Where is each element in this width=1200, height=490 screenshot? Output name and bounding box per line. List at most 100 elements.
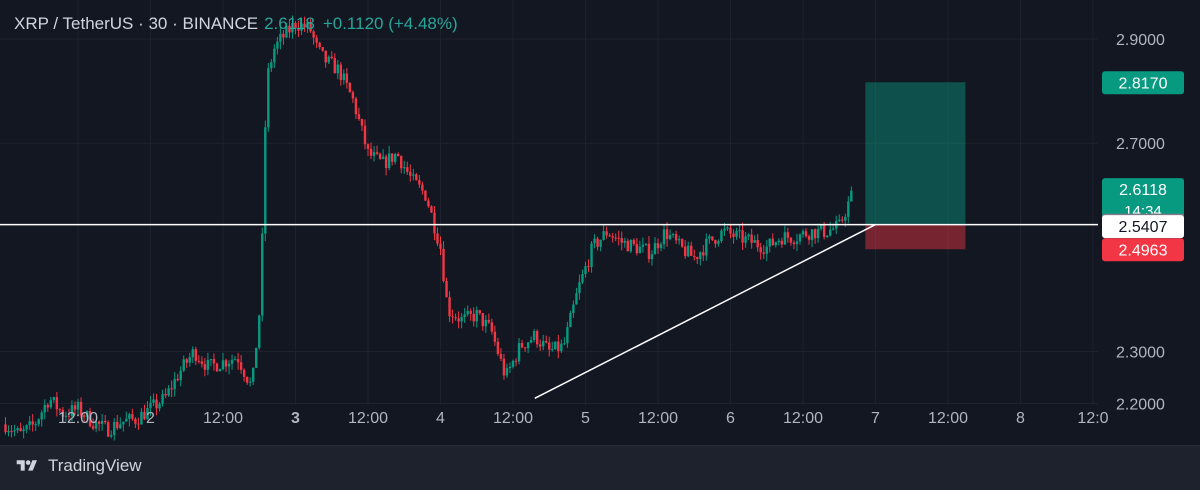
candle-body <box>629 240 633 252</box>
candle-body <box>783 232 787 245</box>
brand-name: TradingView <box>48 456 142 475</box>
candle-body <box>735 230 738 237</box>
candle-body <box>7 431 10 433</box>
candle-body <box>137 423 140 425</box>
candle-body <box>490 322 494 332</box>
candle-body <box>197 360 201 362</box>
candle-body <box>227 363 231 367</box>
candle-body <box>363 125 367 145</box>
candle-body <box>427 200 430 207</box>
candle-body <box>315 37 318 43</box>
candle-body <box>357 114 361 120</box>
candle-body <box>28 421 31 426</box>
candle-body <box>496 341 500 354</box>
position-stop-zone[interactable] <box>865 224 966 250</box>
candle-body <box>668 235 672 240</box>
candle-body <box>73 405 77 410</box>
candle-body <box>626 240 629 252</box>
chart-canvas[interactable]: 2.20002.30002.70002.90002.81702.611814:3… <box>0 0 1200 445</box>
candle-body <box>680 239 684 247</box>
candle-body <box>792 242 796 245</box>
candle-body <box>140 411 143 425</box>
candle-body <box>34 424 37 426</box>
candle-body <box>457 318 460 322</box>
candle-body <box>487 319 491 323</box>
candle-body <box>665 229 669 240</box>
candle-body <box>164 394 167 396</box>
y-axis-tick-label: 2.2000 <box>1116 397 1165 414</box>
candle-body <box>656 243 660 249</box>
candle-body <box>421 184 424 191</box>
candle-body <box>366 144 370 149</box>
price-label-tag <box>1102 238 1184 262</box>
candle-body <box>433 212 436 234</box>
x-axis-tick-label: 12:00 <box>493 410 533 427</box>
candle-body <box>110 435 113 437</box>
candle-body <box>451 316 454 318</box>
candle-body <box>125 418 128 422</box>
brand[interactable]: TradingView <box>14 456 142 476</box>
candle-body <box>535 330 539 345</box>
candle-body <box>741 230 744 243</box>
candle-body <box>279 33 282 42</box>
candle-body <box>384 156 388 169</box>
candle-body <box>303 23 306 28</box>
candle-body <box>403 167 406 169</box>
y-axis-tick-label: 2.7000 <box>1116 136 1165 153</box>
price-label-tag <box>1102 71 1184 95</box>
candle-body <box>49 400 53 408</box>
candle-body <box>412 174 415 176</box>
candle-body <box>632 240 636 244</box>
candle-body <box>798 234 802 242</box>
candle-body <box>460 317 463 322</box>
candle-body <box>448 297 451 317</box>
candle-body <box>454 317 457 319</box>
candle-body <box>593 238 596 244</box>
candle-body <box>100 420 104 424</box>
candle-body <box>750 234 753 243</box>
candle-body <box>841 219 844 221</box>
candle-body <box>318 42 321 48</box>
x-axis-tick-label: 2 <box>146 410 155 427</box>
candle-body <box>430 206 433 213</box>
y-axis-tick-label: 2.9000 <box>1116 32 1165 49</box>
candle-body <box>723 228 726 231</box>
x-axis-tick-label: 12:00 <box>783 410 823 427</box>
candle-body <box>526 342 530 349</box>
candle-body <box>481 313 484 327</box>
candle-body <box>445 281 448 298</box>
candle-body <box>623 240 626 243</box>
candle-body <box>638 246 642 254</box>
candle-body <box>294 22 297 29</box>
candle-body <box>472 313 475 322</box>
candle-body <box>230 359 234 364</box>
candle-body <box>789 237 793 243</box>
candle-body <box>285 25 288 38</box>
candle-body <box>581 274 584 283</box>
candle-body <box>152 399 155 403</box>
x-axis-tick-label: 12:0 <box>1077 410 1108 427</box>
position-target-zone[interactable] <box>865 82 966 225</box>
candle-body <box>97 421 101 424</box>
candle-body <box>224 360 228 367</box>
candle-body <box>647 243 651 260</box>
price-chart[interactable]: 2.2000 2.3000 2.7000 2.9000 2.8170 2.6118 14:3… <box>0 0 1200 445</box>
candle-body <box>605 231 608 236</box>
candle-body <box>744 236 747 243</box>
candle-body <box>439 243 442 249</box>
candle-body <box>662 229 666 245</box>
candle-body <box>847 201 850 217</box>
candle-body <box>538 344 542 347</box>
candle-body <box>103 420 107 423</box>
candle-body <box>91 426 95 429</box>
candle-body <box>463 314 466 318</box>
trendline[interactable] <box>534 223 876 400</box>
candle-body <box>563 343 566 345</box>
candle-body <box>699 252 702 260</box>
candle-body <box>644 243 648 245</box>
candle-body <box>442 248 445 282</box>
candle-body <box>188 357 191 363</box>
candle-body <box>339 64 343 81</box>
candle-body <box>19 428 22 432</box>
candle-body <box>523 347 527 349</box>
